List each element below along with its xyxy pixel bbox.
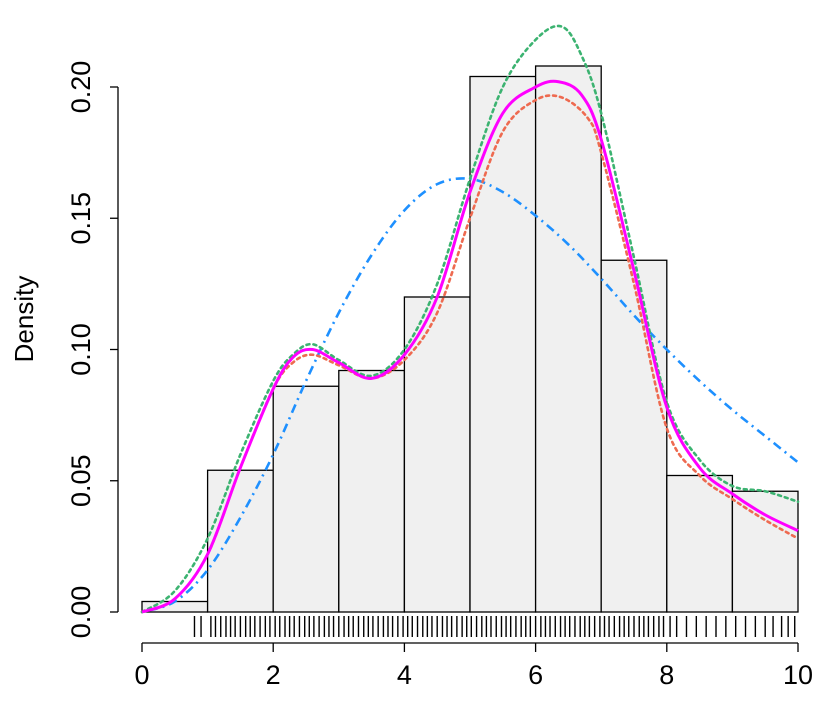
histogram-bar-4 [403,296,471,613]
y-tick-label: 0.20 [66,61,96,114]
x-tick-label: 10 [783,660,813,690]
y-axis: 0.00 0.05 0.10 0.15 0.20 [66,61,119,639]
y-tick-label: 0.10 [66,323,96,376]
density-curves [140,24,800,614]
y-tick-label: 0.15 [66,192,96,245]
x-tick-label: 0 [134,660,149,690]
histogram-bar-3 [338,369,406,613]
y-tick-label: 0.05 [66,454,96,507]
density-curve-2 [140,24,800,614]
histogram-bar-2 [272,385,340,613]
histogram-bar-5 [469,75,537,613]
histogram-bars [141,65,799,613]
x-axis: 0 2 4 6 8 10 [134,642,813,690]
histogram-bar-6 [534,65,602,613]
x-tick-label: 8 [659,660,674,690]
rug-marks [193,616,796,637]
histogram-bar-1 [206,469,274,613]
histogram-bar-7 [600,259,668,613]
y-tick-label: 0.00 [66,586,96,639]
histogram-bar-8 [666,474,734,613]
density-curve-0 [141,79,799,614]
x-tick-label: 4 [397,660,412,690]
histogram-bar-9 [731,490,799,613]
y-axis-label: Density [9,276,39,363]
x-tick-label: 6 [528,660,543,690]
x-tick-label: 2 [266,660,281,690]
